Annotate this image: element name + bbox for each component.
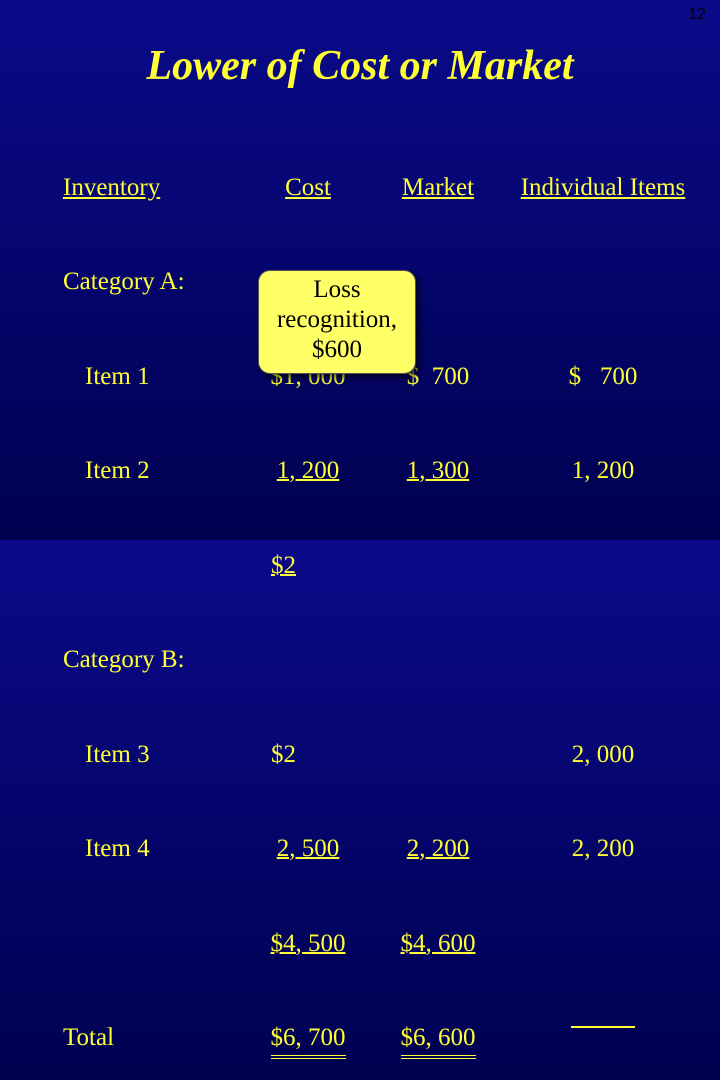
item4-market: 2, 200 [373, 833, 503, 865]
slide-title: Lower of Cost or Market [0, 42, 720, 90]
item1-label: Item 1 [63, 361, 243, 393]
catA-sub-cost: $2 [243, 550, 373, 582]
total-blank [503, 1022, 703, 1054]
total-label: Total [63, 1022, 243, 1054]
item4-indiv: 2, 200 [503, 833, 703, 865]
row-item4: Item 42, 5002, 2002, 200 [38, 802, 703, 897]
page-number: 12 [688, 6, 706, 24]
hdr-inventory: Inventory [63, 172, 243, 204]
row-item3: Item 3$2 2, 000 [38, 707, 703, 802]
hdr-cost: Cost [243, 172, 373, 204]
catB-sub-market: $4, 600 [373, 928, 503, 960]
hdr-market: Market [373, 172, 503, 204]
item1-indiv: $ 700 [503, 361, 703, 393]
item2-cost: 1, 200 [243, 455, 373, 487]
item3-cost: $2 [243, 739, 373, 771]
item4-label: Item 4 [63, 833, 243, 865]
hdr-individual: Individual Items [503, 172, 703, 204]
loss-callout: Loss recognition, $600 [258, 270, 416, 374]
item4-cost: 2, 500 [243, 833, 373, 865]
item3-label: Item 3 [63, 739, 243, 771]
header-row: InventoryCostMarketIndividual Items [38, 140, 703, 235]
total-cost: $6, 700 [243, 1022, 373, 1059]
item2-label: Item 2 [63, 455, 243, 487]
callout-line2: recognition, [273, 305, 401, 335]
item2-market: 1, 300 [373, 455, 503, 487]
item3-indiv: 2, 000 [503, 739, 703, 771]
row-catB-subtotal: $4, 500$4, 600 [38, 896, 703, 991]
row-total: Total$6, 700$6, 600 [38, 991, 703, 1080]
callout-line1: Loss [273, 275, 401, 305]
item2-indiv: 1, 200 [503, 455, 703, 487]
callout-line3: $600 [273, 335, 401, 365]
row-catA-subtotal: $2 [38, 518, 703, 613]
category-b-label: Category B: [38, 613, 703, 708]
row-item2: Item 21, 2001, 3001, 200 [38, 424, 703, 519]
total-market: $6, 600 [373, 1022, 503, 1059]
catB-sub-cost: $4, 500 [243, 928, 373, 960]
